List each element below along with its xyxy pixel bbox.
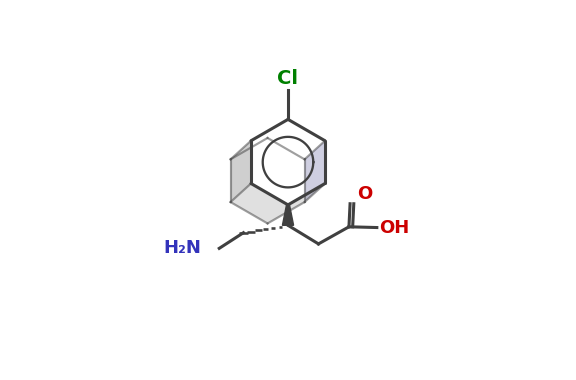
- Text: O: O: [357, 185, 372, 203]
- Text: H₂N: H₂N: [164, 239, 202, 257]
- Polygon shape: [305, 141, 325, 202]
- Text: OH: OH: [378, 218, 409, 236]
- Text: Cl: Cl: [278, 69, 298, 88]
- Polygon shape: [282, 205, 294, 225]
- Polygon shape: [230, 141, 251, 202]
- Polygon shape: [230, 184, 325, 223]
